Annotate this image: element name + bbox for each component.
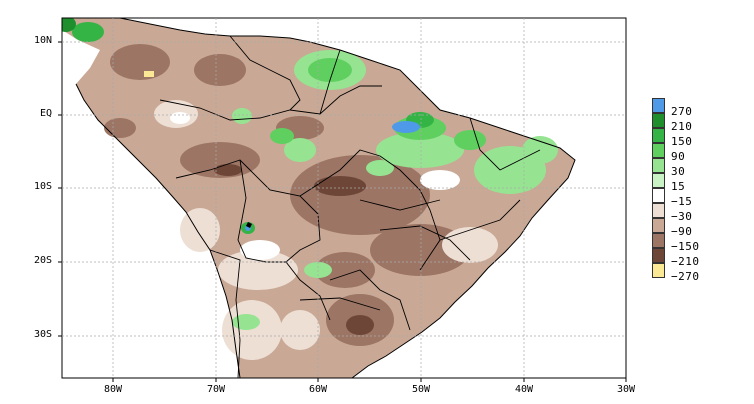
x-tick-40w: 40W (514, 384, 534, 395)
legend-label: −15 (671, 195, 693, 208)
graticule (62, 18, 626, 378)
x-tick-60w: 60W (308, 384, 328, 395)
lake-titicaca-marker (246, 222, 252, 228)
legend-swatch (652, 113, 665, 128)
legend-label: −30 (671, 210, 693, 223)
country-borders (159, 35, 541, 378)
x-tick-80w: 80W (103, 384, 123, 395)
legend-label: 30 (671, 165, 686, 178)
y-tick-10s: 10S (33, 181, 52, 192)
legend-label: −210 (671, 255, 700, 268)
legend-swatch (652, 218, 665, 233)
legend-swatch (652, 98, 665, 113)
coastline (62, 18, 576, 378)
map-frame (61, 17, 627, 379)
legend-label: −150 (671, 240, 700, 253)
legend-label: 270 (671, 105, 693, 118)
legend-swatch (652, 143, 665, 158)
y-tick-20s: 20S (33, 255, 52, 266)
legend-label: 15 (671, 180, 686, 193)
legend-swatch (652, 188, 665, 203)
y-tick-10n: 10N (33, 35, 52, 46)
legend-swatch (652, 263, 665, 278)
legend-swatch (652, 248, 665, 263)
legend-swatch (652, 173, 665, 188)
legend-label: −90 (671, 225, 693, 238)
legend-label: 90 (671, 150, 686, 163)
legend-swatch (652, 158, 665, 173)
legend-label: 150 (671, 135, 693, 148)
legend-swatch (652, 233, 665, 248)
legend-swatch (652, 203, 665, 218)
y-tick-30s: 30S (33, 329, 52, 340)
x-tick-70w: 70W (206, 384, 226, 395)
legend-label: 210 (671, 120, 693, 133)
x-tick-30w: 30W (616, 384, 636, 395)
y-tick-eq: EQ (39, 108, 52, 119)
legend-swatch (652, 128, 665, 143)
x-tick-50w: 50W (411, 384, 431, 395)
legend-label: −270 (671, 270, 700, 283)
